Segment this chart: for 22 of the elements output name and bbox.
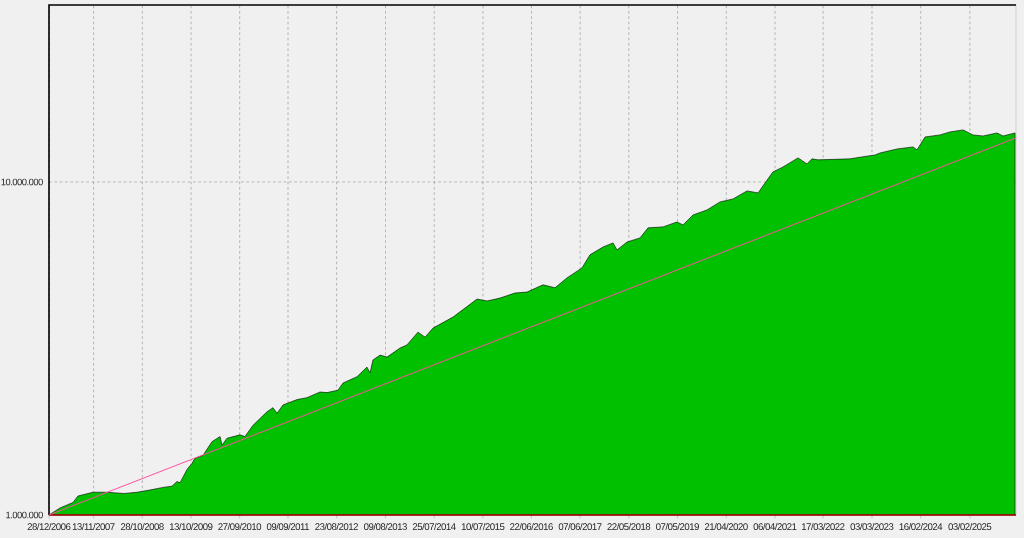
y-tick-label: 1.000.000 bbox=[6, 511, 43, 519]
x-tick-label: 09/09/2011 bbox=[266, 522, 310, 531]
x-tick-label: 27/09/2010 bbox=[218, 522, 262, 531]
x-tick-label: 13/10/2009 bbox=[169, 522, 213, 531]
x-tick-label: 16/02/2024 bbox=[899, 522, 943, 531]
x-tick-label: 17/03/2022 bbox=[801, 522, 845, 531]
x-tick-label: 25/07/2014 bbox=[412, 522, 456, 531]
x-tick-label: 21/04/2020 bbox=[704, 522, 748, 531]
x-tick-label: 22/06/2016 bbox=[510, 522, 553, 531]
x-tick-label: 28/12/2006 bbox=[27, 522, 71, 531]
x-tick-label: 22/05/2018 bbox=[607, 522, 651, 531]
x-tick-label: 23/08/2012 bbox=[315, 522, 358, 531]
x-tick-label: 03/02/2025 bbox=[948, 522, 992, 531]
x-tick-label: 06/04/2021 bbox=[753, 522, 797, 531]
x-tick-label: 28/10/2008 bbox=[120, 522, 164, 531]
x-tick-label: 03/03/2023 bbox=[850, 522, 894, 531]
x-tick-label: 10/07/2015 bbox=[461, 522, 505, 531]
x-tick-label: 13/11/2007 bbox=[72, 522, 115, 531]
x-tick-label: 07/06/2017 bbox=[558, 522, 602, 531]
x-tick-label: 09/08/2013 bbox=[364, 522, 407, 531]
y-tick-label: 10.000.000 bbox=[1, 178, 43, 186]
x-tick-label: 07/05/2019 bbox=[656, 522, 699, 531]
